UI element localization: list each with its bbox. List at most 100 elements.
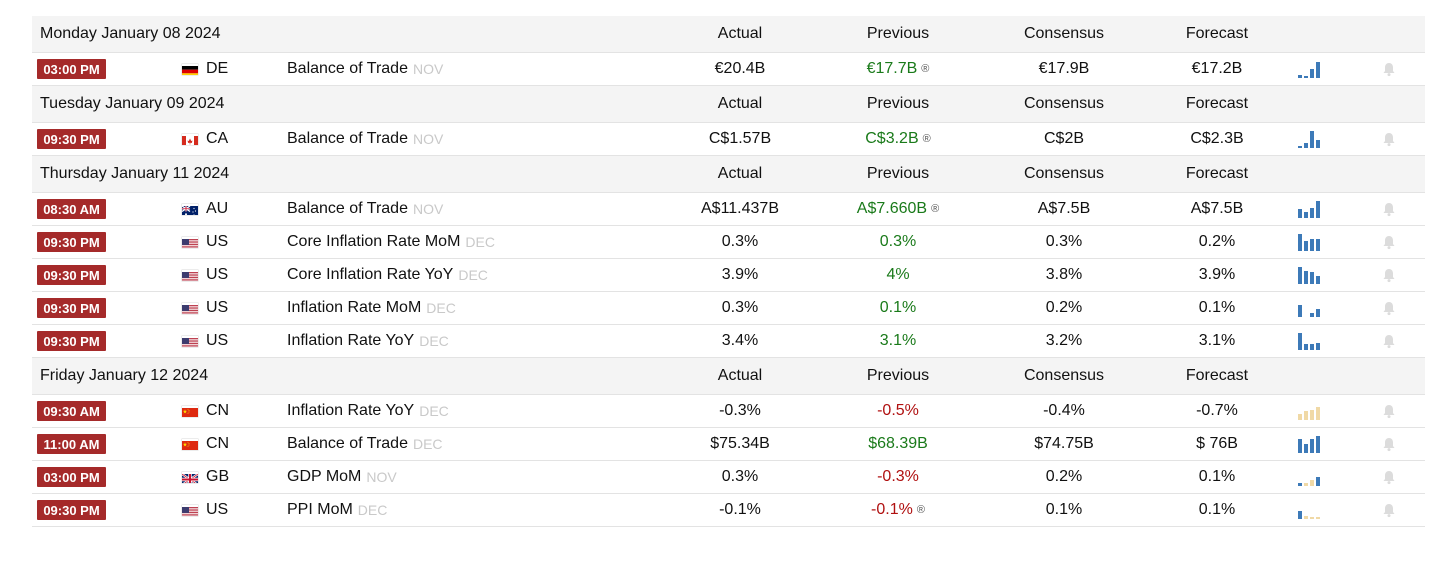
country-cell[interactable]: CN (182, 395, 229, 427)
event-row[interactable]: 09:30 PM US PPI MoM DEC -0.1% -0.1% ® 0.1% 0.1% (32, 494, 1425, 527)
event-name[interactable]: Balance of Trade (287, 435, 408, 452)
event-name[interactable]: Core Inflation Rate MoM (287, 233, 461, 250)
bell-icon[interactable] (1382, 503, 1396, 518)
consensus-value: 3.8% (1045, 266, 1083, 283)
spark-bar (1316, 61, 1320, 78)
country-cell[interactable]: US (182, 325, 228, 357)
event-row[interactable]: 11:00 AM CN Balance of Trade DEC $75.34B $68.… (32, 428, 1425, 461)
event-reference: DEC (412, 436, 443, 452)
forecast-value: $ 76B (1196, 435, 1238, 452)
bell-icon[interactable] (1382, 235, 1396, 250)
event-name[interactable]: Balance of Trade (287, 60, 408, 77)
previous-header: Previous (866, 25, 930, 42)
sparkline[interactable] (1298, 259, 1328, 291)
consensus-value: A$7.5B (1037, 200, 1091, 217)
previous-cell: 3.1% (818, 325, 978, 357)
previous-value: $68.39B (868, 435, 928, 452)
event-cell[interactable]: Balance of Trade NOV (287, 193, 443, 225)
event-row[interactable]: 09:30 PM US Inflation Rate YoY DEC 3.4% 3.1% 3… (32, 325, 1425, 358)
event-reference: DEC (426, 300, 456, 316)
event-row[interactable]: 08:30 AM AU Balance of Trade NOV A$11.437B A$… (32, 193, 1425, 226)
bell-icon[interactable] (1382, 437, 1396, 452)
sparkline-bars (1298, 130, 1320, 148)
event-row[interactable]: 09:30 PM CA Balance of Trade NOV C$1.57B C$3.… (32, 123, 1425, 156)
event-cell[interactable]: Inflation Rate YoY DEC (287, 325, 449, 357)
sparkline[interactable] (1298, 395, 1328, 427)
event-name[interactable]: Balance of Trade (287, 200, 408, 217)
event-name[interactable]: Inflation Rate MoM (287, 299, 422, 316)
event-name[interactable]: GDP MoM (287, 468, 362, 485)
actual-value: 0.3% (721, 299, 759, 316)
bell-icon[interactable] (1382, 301, 1396, 316)
sparkline[interactable] (1298, 53, 1328, 85)
event-row[interactable]: 03:00 PM GB GDP MoM NOV 0.3% -0.3% 0.2% 0.1% (32, 461, 1425, 494)
consensus-value: -0.4% (1043, 402, 1085, 419)
spark-bar (1298, 332, 1302, 350)
country-code: DE (206, 60, 229, 77)
time-cell: 09:30 PM (37, 259, 106, 291)
spark-bar (1304, 343, 1308, 350)
country-cell[interactable]: CN (182, 428, 229, 460)
event-row[interactable]: 09:30 PM US Core Inflation Rate YoY DEC 3.9%… (32, 259, 1425, 292)
sparkline[interactable] (1298, 461, 1328, 493)
previous-value: C$3.2B (865, 130, 919, 147)
actual-value: C$1.57B (708, 130, 772, 147)
event-cell[interactable]: Balance of Trade NOV (287, 123, 443, 155)
bell-icon[interactable] (1382, 268, 1396, 283)
spark-bar (1304, 240, 1308, 251)
event-cell[interactable]: Inflation Rate MoM DEC (287, 292, 456, 324)
event-row[interactable]: 03:00 PM DE Balance of Trade NOV €20.4B €17.7… (32, 53, 1425, 86)
flag-de-icon (182, 64, 198, 75)
forecast-value: 0.1% (1198, 299, 1236, 316)
country-cell[interactable]: GB (182, 461, 229, 493)
country-cell[interactable]: US (182, 259, 228, 291)
event-cell[interactable]: GDP MoM NOV (287, 461, 397, 493)
country-cell[interactable]: US (182, 494, 228, 526)
event-name[interactable]: Core Inflation Rate YoY (287, 266, 454, 283)
sparkline[interactable] (1298, 428, 1328, 460)
country-cell[interactable]: AU (182, 193, 228, 225)
previous-cell: A$7.660B ® (818, 193, 978, 225)
spark-bar (1316, 238, 1320, 251)
actual-header: Actual (717, 367, 763, 384)
bell-icon[interactable] (1382, 404, 1396, 419)
previous-cell: -0.5% (818, 395, 978, 427)
country-cell[interactable]: US (182, 226, 228, 258)
economic-calendar: Monday January 08 2024 Actual Previous Cons… (32, 16, 1425, 527)
flag-au-icon (182, 204, 198, 215)
bell-icon[interactable] (1382, 62, 1396, 77)
event-row[interactable]: 09:30 PM US Core Inflation Rate MoM DEC 0.3%… (32, 226, 1425, 259)
sparkline[interactable] (1298, 292, 1328, 324)
time-cell: 09:30 PM (37, 325, 106, 357)
bell-icon[interactable] (1382, 202, 1396, 217)
bell-icon[interactable] (1382, 334, 1396, 349)
event-name[interactable]: PPI MoM (287, 501, 353, 518)
event-cell[interactable]: Balance of Trade NOV (287, 53, 443, 85)
sparkline[interactable] (1298, 494, 1328, 526)
actual-value: -0.1% (719, 501, 761, 518)
previous-value: 3.1% (879, 332, 917, 349)
sparkline[interactable] (1298, 123, 1328, 155)
event-cell[interactable]: Core Inflation Rate MoM DEC (287, 226, 495, 258)
event-cell[interactable]: Core Inflation Rate YoY DEC (287, 259, 488, 291)
bell-icon[interactable] (1382, 470, 1396, 485)
event-name[interactable]: Balance of Trade (287, 130, 408, 147)
country-cell[interactable]: CA (182, 123, 228, 155)
event-cell[interactable]: PPI MoM DEC (287, 494, 387, 526)
event-cell[interactable]: Inflation Rate YoY DEC (287, 395, 449, 427)
event-name[interactable]: Inflation Rate YoY (287, 402, 415, 419)
country-cell[interactable]: US (182, 292, 228, 324)
country-cell[interactable]: DE (182, 53, 228, 85)
event-row[interactable]: 09:30 PM US Inflation Rate MoM DEC 0.3% 0.1% 0… (32, 292, 1425, 325)
sparkline[interactable] (1298, 325, 1328, 357)
time-cell: 03:00 PM (37, 53, 106, 85)
event-row[interactable]: 09:30 AM CN Inflation Rate YoY DEC -0.3% -0.5… (32, 395, 1425, 428)
spark-bar (1298, 413, 1302, 420)
event-name[interactable]: Inflation Rate YoY (287, 332, 415, 349)
bell-icon[interactable] (1382, 132, 1396, 147)
date-header: Tuesday January 09 2024 Actual Previous Con… (32, 86, 1425, 123)
sparkline[interactable] (1298, 193, 1328, 225)
event-reference: DEC (465, 234, 495, 250)
event-cell[interactable]: Balance of Trade DEC (287, 428, 443, 460)
sparkline[interactable] (1298, 226, 1328, 258)
